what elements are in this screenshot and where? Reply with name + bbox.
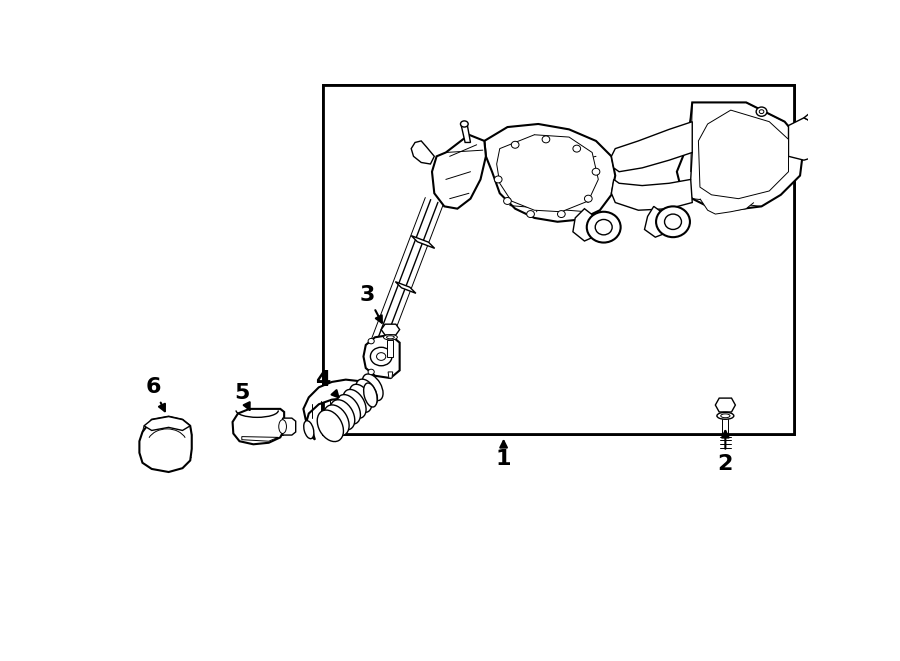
Text: 3: 3 <box>360 285 382 323</box>
Ellipse shape <box>756 107 767 116</box>
Polygon shape <box>700 199 754 214</box>
Polygon shape <box>716 398 735 412</box>
Ellipse shape <box>364 383 377 407</box>
Polygon shape <box>461 126 471 143</box>
Bar <box>322 85 794 434</box>
Polygon shape <box>788 118 815 160</box>
Polygon shape <box>303 379 369 440</box>
Polygon shape <box>411 235 435 249</box>
Polygon shape <box>804 112 817 122</box>
Ellipse shape <box>526 211 535 217</box>
Ellipse shape <box>387 336 394 339</box>
Ellipse shape <box>461 121 468 127</box>
Ellipse shape <box>324 405 349 436</box>
Ellipse shape <box>337 395 360 424</box>
Ellipse shape <box>317 410 344 442</box>
Polygon shape <box>388 372 392 378</box>
Text: 1: 1 <box>496 441 511 469</box>
Ellipse shape <box>595 219 612 235</box>
Polygon shape <box>144 416 190 430</box>
Ellipse shape <box>504 198 511 204</box>
Ellipse shape <box>363 374 383 401</box>
Ellipse shape <box>584 195 592 202</box>
Polygon shape <box>698 110 788 199</box>
Ellipse shape <box>330 400 355 430</box>
Polygon shape <box>242 437 278 442</box>
Polygon shape <box>677 102 804 210</box>
Polygon shape <box>611 122 692 172</box>
Ellipse shape <box>557 211 565 217</box>
Ellipse shape <box>656 206 690 237</box>
Ellipse shape <box>368 338 374 344</box>
Ellipse shape <box>376 353 386 360</box>
Ellipse shape <box>349 384 372 412</box>
Ellipse shape <box>383 334 397 340</box>
Ellipse shape <box>494 176 502 183</box>
Ellipse shape <box>573 145 580 152</box>
Polygon shape <box>573 209 598 241</box>
Polygon shape <box>140 416 192 472</box>
Ellipse shape <box>542 136 550 143</box>
Ellipse shape <box>721 414 730 418</box>
Ellipse shape <box>511 141 519 148</box>
Polygon shape <box>283 418 296 435</box>
Text: 2: 2 <box>717 431 733 475</box>
Polygon shape <box>611 179 692 210</box>
Polygon shape <box>411 141 435 164</box>
Polygon shape <box>497 135 598 212</box>
Polygon shape <box>364 335 400 378</box>
Ellipse shape <box>592 169 599 175</box>
Ellipse shape <box>356 379 377 407</box>
Ellipse shape <box>371 347 392 366</box>
Ellipse shape <box>303 420 314 439</box>
Ellipse shape <box>368 369 374 375</box>
Text: 6: 6 <box>146 377 165 411</box>
Ellipse shape <box>279 420 286 434</box>
Bar <box>387 340 393 356</box>
Polygon shape <box>432 135 486 209</box>
Ellipse shape <box>760 110 764 114</box>
Bar <box>322 85 794 434</box>
Ellipse shape <box>587 212 621 243</box>
Polygon shape <box>644 206 669 237</box>
Text: 4: 4 <box>315 369 338 397</box>
Polygon shape <box>484 124 616 222</box>
Text: 5: 5 <box>234 383 249 410</box>
Ellipse shape <box>717 412 734 419</box>
Ellipse shape <box>343 389 366 418</box>
Ellipse shape <box>664 214 681 229</box>
Polygon shape <box>232 409 284 444</box>
Polygon shape <box>382 324 400 335</box>
Polygon shape <box>395 282 416 293</box>
